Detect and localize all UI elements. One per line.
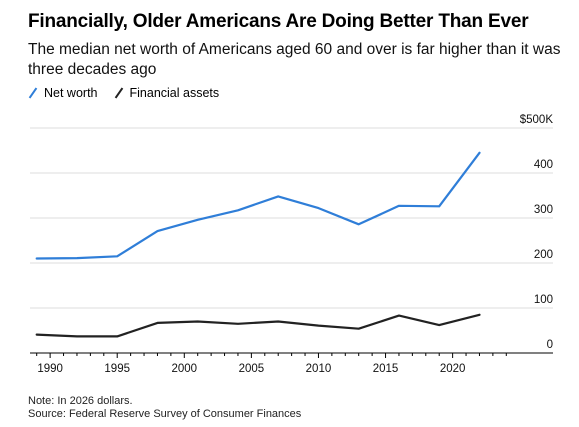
- footer-note: Note: In 2026 dollars.: [28, 395, 133, 407]
- legend-label-net-worth: Net worth: [44, 86, 98, 100]
- x-tick-label-2000: 2000: [171, 363, 197, 375]
- legend-label-financial-assets: Financial assets: [129, 86, 220, 100]
- x-tick-label-1990: 1990: [37, 363, 63, 375]
- legend: Net worth Financial assets: [28, 86, 219, 100]
- chart-subtitle: The median net worth of Americans aged 6…: [28, 41, 561, 78]
- series-line-financial-assets: [35, 313, 481, 338]
- series-line-net-worth: [35, 151, 481, 260]
- x-tick-label-2015: 2015: [373, 363, 399, 375]
- y-tick-label-100: 100: [534, 294, 553, 306]
- y-tick-label-500: $500K: [520, 114, 554, 126]
- x-tick-label-1995: 1995: [104, 363, 130, 375]
- x-tick-label-2005: 2005: [239, 363, 265, 375]
- y-tick-label-0: 0: [547, 339, 553, 351]
- x-tick-label-2010: 2010: [306, 363, 332, 375]
- x-tick-label-2020: 2020: [440, 363, 466, 375]
- y-tick-label-300: 300: [534, 204, 553, 216]
- y-tick-label-200: 200: [534, 249, 553, 261]
- legend-item-net-worth: Net worth: [28, 86, 98, 100]
- chart-footer: Note: In 2026 dollars. Source: Federal R…: [28, 395, 301, 421]
- y-tick-label-400: 400: [534, 159, 553, 171]
- chart-title: Financially, Older Americans Are Doing B…: [28, 11, 529, 32]
- footer-source: Source: Federal Reserve Survey of Consum…: [28, 408, 302, 420]
- legend-item-financial-assets: Financial assets: [114, 86, 220, 100]
